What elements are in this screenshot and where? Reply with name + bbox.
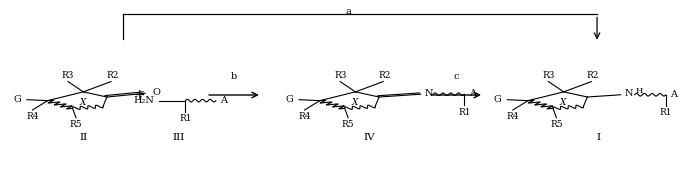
Text: R3: R3 [334,71,346,80]
Text: A: A [468,89,475,98]
Text: R3: R3 [542,71,555,80]
Text: +: + [133,88,145,102]
Text: R2: R2 [106,71,118,80]
Text: R4: R4 [507,112,519,121]
Text: R5: R5 [70,120,82,129]
Text: R5: R5 [342,120,355,129]
Text: A: A [220,96,227,105]
Text: R4: R4 [298,112,311,121]
Text: X: X [79,98,86,107]
Text: N: N [625,89,634,98]
Text: III: III [172,133,185,142]
Text: G: G [286,95,293,104]
Text: II: II [79,133,87,142]
Text: R4: R4 [26,112,39,121]
Text: a: a [346,7,351,16]
Text: R2: R2 [587,71,599,80]
Text: R3: R3 [62,71,74,80]
Text: IV: IV [364,133,375,142]
Text: O: O [152,88,160,97]
Text: I: I [597,133,601,142]
Text: R1: R1 [659,108,672,117]
Text: R1: R1 [179,114,192,123]
Text: X: X [560,98,566,107]
Text: G: G [494,95,502,104]
Text: G: G [14,95,22,104]
Text: H: H [635,87,643,95]
Text: b: b [231,72,237,81]
Text: X: X [352,98,358,107]
Text: H₂N: H₂N [133,96,154,105]
Text: R1: R1 [458,108,470,117]
Text: R5: R5 [550,120,562,129]
Text: c: c [453,72,459,81]
Text: R2: R2 [378,71,391,80]
Text: A: A [670,90,677,99]
Text: N: N [425,89,434,98]
